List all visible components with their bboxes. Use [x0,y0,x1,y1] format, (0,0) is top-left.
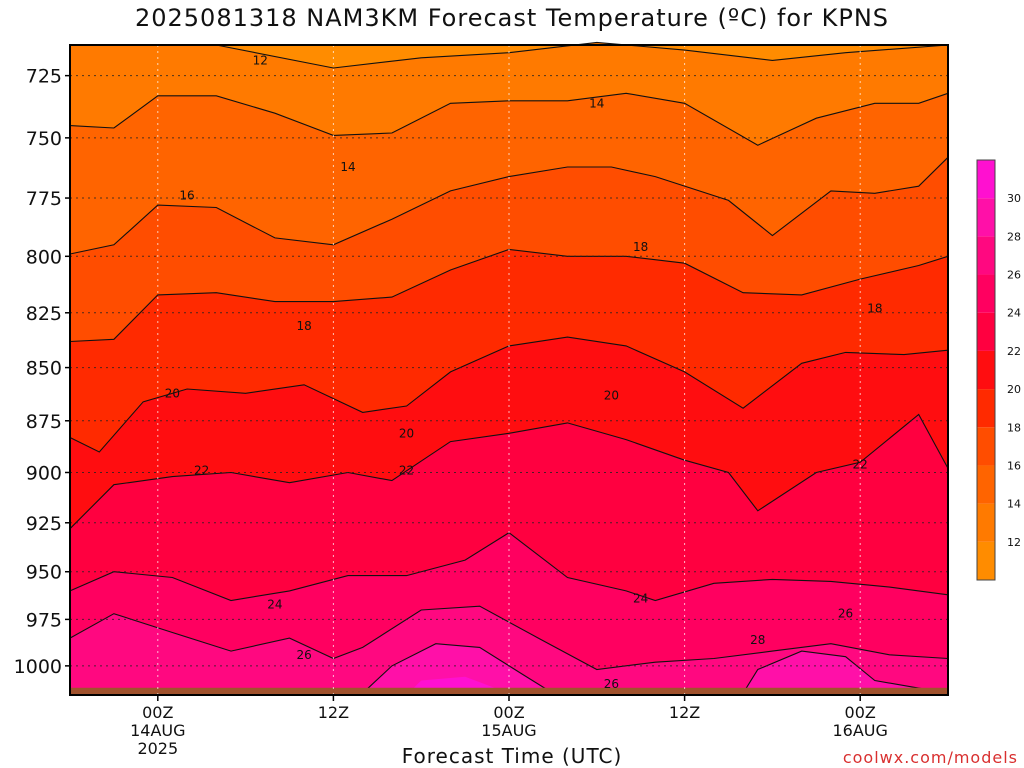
y-tick-label: 750 [26,128,62,150]
contour-label: 20 [165,386,180,400]
contour-label: 22 [194,463,209,477]
colorbar-label: 14 [1007,498,1021,511]
colorbar-label: 28 [1007,230,1021,243]
contour-label: 26 [604,677,619,691]
contour-label: 24 [633,592,648,606]
colorbar-label: 22 [1007,345,1021,358]
contour-label: 26 [838,607,853,621]
colorbar-label: 24 [1007,307,1021,320]
x-tick-label: 00Z [845,703,876,722]
y-tick-label: 800 [26,246,62,268]
contour-label: 18 [296,319,311,333]
x-tick-label: 2025 [137,739,178,758]
contour-label: 20 [399,426,414,440]
contour-label: 26 [296,648,311,662]
colorbar-segment [977,236,995,275]
contour-label: 12 [253,53,268,67]
colorbar-segment [977,350,995,390]
y-tick-label: 925 [26,513,62,535]
colorbar-segment [977,503,995,542]
temp-band-26-28 [70,606,948,695]
x-tick-label: 14AUG [130,721,185,740]
x-tick-label: 12Z [669,703,700,722]
x-tick-label: 00Z [142,703,173,722]
contour-label: 20 [604,388,619,402]
colorbar-segment [977,274,995,313]
contour-label: 24 [267,597,282,611]
chart-title: 2025081318 NAM3KM Forecast Temperature (… [134,4,890,32]
contour-label: 14 [589,96,604,110]
colorbar-segment [977,427,995,466]
contour-line-26 [69,605,949,671]
colorbar-segment [977,541,995,580]
contour-label: 28 [750,633,765,647]
x-tick-label: 00Z [493,703,524,722]
contour-label: 16 [179,189,194,203]
colorbar-frame [976,159,996,581]
y-tick-label: 775 [26,188,62,210]
colorbar-label: 12 [1007,536,1021,549]
colorbar-label: 18 [1007,421,1021,434]
contour-label: 14 [340,160,355,174]
contour-label: 22 [853,457,868,471]
colorbar-segment [977,160,995,199]
y-tick-label: 950 [26,562,62,584]
contour-line-16 [69,156,949,255]
credit-text: coolwx.com/models [842,748,1018,767]
ground-layer [70,687,948,695]
y-tick-label: 875 [26,411,62,433]
colorbar-segment [977,198,995,237]
colorbar-segment [977,312,995,351]
y-tick-label: 975 [26,609,62,631]
x-tick-label: 12Z [318,703,349,722]
colorbar-label: 30 [1007,192,1021,205]
y-tick-label: 825 [26,303,62,325]
colorbar-label: 26 [1007,269,1021,282]
contour-line-22 [69,413,949,530]
colorbar-label: 20 [1007,383,1021,396]
x-tick-label: 16AUG [832,721,887,740]
colorbar-segment [977,465,995,504]
contour-line-20 [69,336,949,453]
colorbar-segment [977,389,995,428]
x-tick-label: 15AUG [481,721,536,740]
colorbar-label: 16 [1007,459,1021,472]
contour-label: 18 [633,240,648,254]
contour-label: 18 [867,301,882,315]
y-tick-label: 725 [26,66,62,88]
y-tick-label: 850 [26,358,62,380]
x-axis-label: Forecast Time (UTC) [401,744,623,768]
contour-label: 22 [399,463,414,477]
y-tick-label: 900 [26,462,62,484]
y-tick-label: 1000 [14,656,62,678]
